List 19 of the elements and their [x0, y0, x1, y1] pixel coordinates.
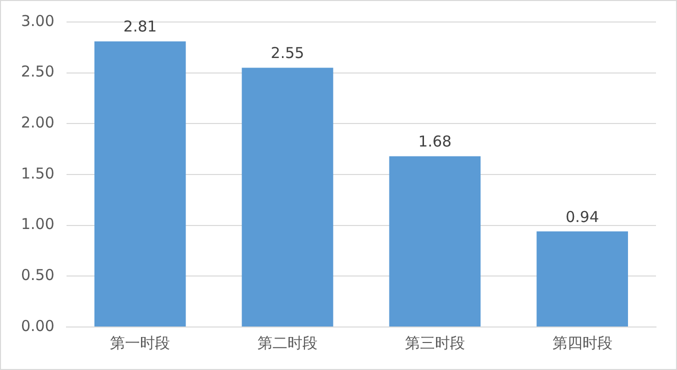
y-tick-label: 1.50	[20, 164, 54, 182]
data-label: 2.55	[270, 44, 304, 62]
bar	[94, 41, 186, 326]
x-tick-label: 第一时段	[110, 334, 170, 352]
data-label: 2.81	[123, 18, 157, 36]
x-tick-label: 第二时段	[258, 334, 318, 352]
x-tick-label: 第四时段	[552, 334, 612, 352]
bar	[536, 231, 628, 326]
y-tick-label: 0.50	[20, 266, 54, 284]
y-tick-label: 2.50	[20, 62, 54, 81]
y-tick-label: 1.00	[20, 215, 54, 234]
x-tick-label: 第三时段	[404, 334, 465, 352]
data-label: 0.94	[566, 208, 600, 226]
bar	[389, 156, 481, 326]
data-label: 1.68	[418, 132, 452, 151]
bar	[242, 68, 334, 326]
y-tick-label: 2.00	[20, 114, 54, 132]
y-tick-label: 3.00	[20, 12, 54, 30]
y-tick-label: 0.00	[20, 316, 54, 335]
